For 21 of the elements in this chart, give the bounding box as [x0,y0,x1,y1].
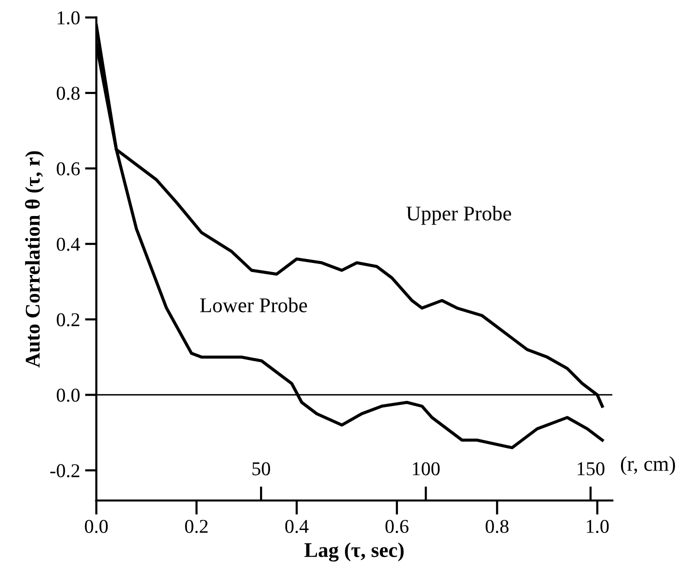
x2-tick-label: 150 [578,462,604,476]
y-tick-label: 0.0 [56,388,80,402]
x2-tick-label: 50 [252,462,270,476]
y-axis-title: Auto Correlation θ (τ, r) [25,151,44,368]
x-tick-label: 1.0 [586,520,609,534]
x-tick-label: 0.0 [84,520,108,534]
x2-axis-title: (r, cm) [620,456,675,476]
y-tick-label: 0.4 [56,238,80,251]
x2-tick-label: 100 [412,462,440,476]
x-tick-label: 0.4 [285,520,309,534]
text: Upper Probe [406,206,512,225]
y-tick-label: 0.8 [56,86,80,100]
y-tick-label: 1.0 [58,11,80,24]
x-axis-title: Lag (τ, sec) [304,542,404,562]
x-tick-label: 0.8 [486,520,509,534]
y-tick-label: -0.2 [50,464,80,478]
x-tick-label: 0.6 [385,520,408,534]
y-tick-label: 0.6 [56,162,80,176]
x-tick-label: 0.2 [185,520,208,534]
series-label: Lower Probe [200,298,307,312]
y-tick-label: 0.2 [56,313,80,326]
